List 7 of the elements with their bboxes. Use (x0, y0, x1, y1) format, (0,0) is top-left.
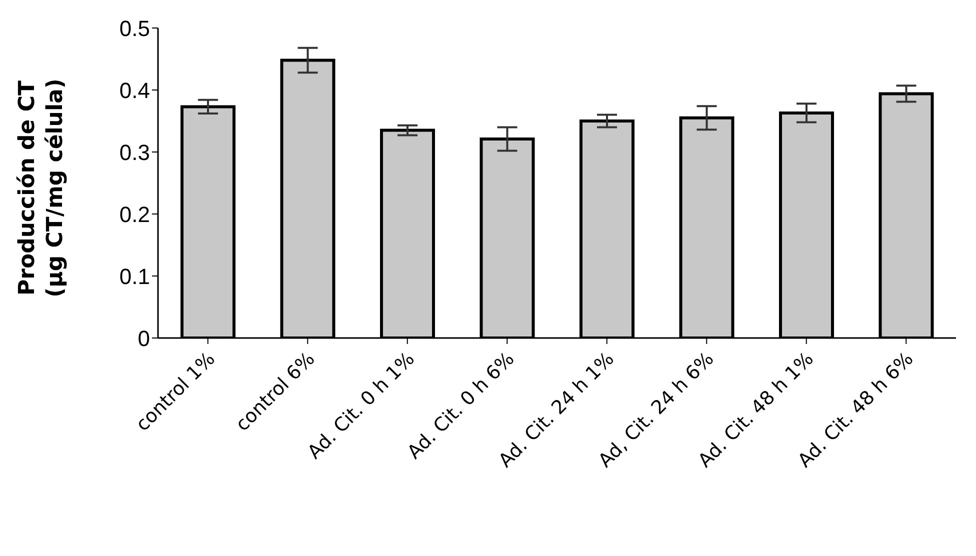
y-tick-label: 0.5 (119, 16, 150, 41)
y-axis-title: Producción de CT (µg CT/mg célula) (15, 78, 68, 298)
y-tick-label: 0.3 (119, 140, 150, 165)
y-tick-label: 0 (138, 326, 150, 351)
y-tick-label: 0.4 (119, 78, 150, 103)
y-tick-label: 0.2 (119, 202, 150, 227)
y-tick-label: 0.1 (119, 264, 150, 289)
